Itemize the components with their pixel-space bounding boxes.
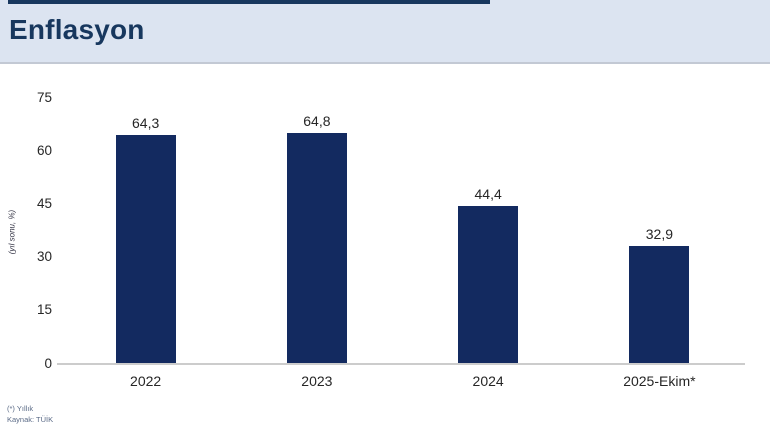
- bar-2024: [458, 205, 519, 363]
- bar-value-label: 64,3: [132, 114, 160, 131]
- footnote-annotation: (*) Yıllık: [7, 404, 34, 413]
- bar-value-label: 32,9: [645, 226, 673, 243]
- bar-column: 64,8: [231, 97, 402, 363]
- x-tick-label: 2022: [130, 373, 162, 389]
- header-accent-line: [8, 0, 490, 4]
- bar-2022: [115, 134, 176, 363]
- bar-column: 44,4: [403, 97, 574, 363]
- x-axis-line: [57, 363, 745, 365]
- bar-column: 64,3: [60, 97, 231, 363]
- bar-2025-ekim: [629, 246, 690, 363]
- footnote-source: Kaynak: TÜİK: [7, 414, 54, 424]
- bar-column: 32,9: [574, 97, 745, 363]
- inflation-bar-chart: (yıl sonu, %) 0 15 30 45 60 75 64,3 64,8 44,4 32…: [0, 64, 770, 433]
- bar-value-label: 64,8: [303, 113, 331, 130]
- x-tick-label: 2024: [472, 373, 504, 389]
- footnote: (*) Yıllık Kaynak: TÜİK: [7, 404, 53, 425]
- y-tick-label: 45: [36, 195, 52, 211]
- x-axis-labels: 2022 2023 2024 2025-Ekim*: [60, 373, 745, 389]
- y-tick-label: 60: [36, 142, 52, 158]
- y-tick-label: 0: [44, 355, 52, 371]
- y-tick-label: 75: [36, 89, 52, 105]
- y-tick-label: 30: [36, 248, 52, 264]
- bars-row: 64,3 64,8 44,4 32,9: [60, 97, 745, 363]
- x-tick-label: 2023: [301, 373, 333, 389]
- slide-header: Enflasyon: [0, 0, 770, 64]
- plot-area: 0 15 30 45 60 75 64,3 64,8 44,4 32,9: [37, 90, 745, 369]
- bar-value-label: 44,4: [474, 185, 502, 202]
- y-axis-title: (yıl sonu, %): [7, 209, 17, 255]
- y-tick-label: 15: [36, 302, 52, 318]
- x-tick-label: 2025-Ekim*: [623, 373, 696, 389]
- bar-2023: [286, 133, 347, 363]
- page-title: Enflasyon: [9, 14, 145, 45]
